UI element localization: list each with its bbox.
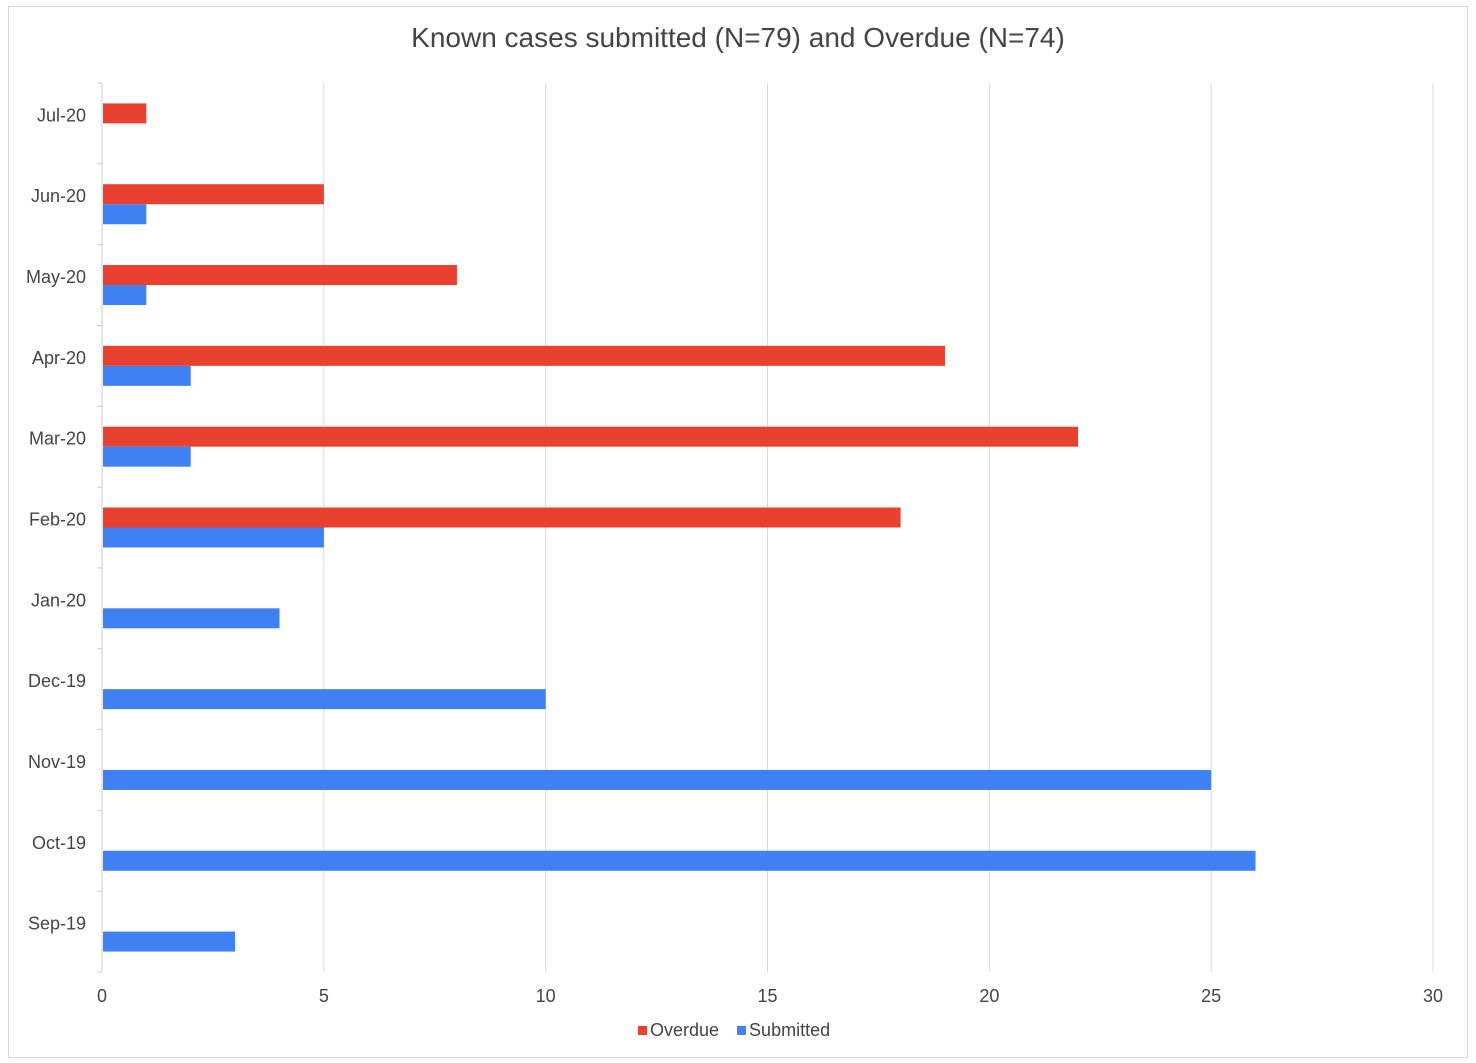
y-tick-label: Oct-19 — [32, 833, 86, 853]
y-tick-label: Sep-19 — [28, 914, 86, 934]
legend-label-submitted: Submitted — [749, 1020, 830, 1040]
y-tick-label: Jul-20 — [37, 105, 86, 125]
x-axis: 0 5 10 15 20 25 30 — [97, 986, 1443, 1006]
x-tick-label: 10 — [536, 986, 556, 1006]
x-tick-label: 15 — [757, 986, 777, 1006]
x-tick-label: 20 — [979, 986, 999, 1006]
y-tick-label: Dec-19 — [28, 671, 86, 691]
y-axis: Jul-20 Jun-20 May-20 Apr-20 Mar-20 Feb-20 Jan-… — [26, 82, 103, 973]
bar-submitted-mar-20 — [103, 446, 191, 467]
bar-submitted-feb-20 — [103, 527, 324, 548]
bar-overdue-apr-20 — [103, 345, 945, 366]
y-tick-label: Jan-20 — [31, 590, 86, 610]
bar-submitted-apr-20 — [103, 365, 191, 386]
bar-submitted-oct-19 — [103, 850, 1256, 871]
bar-submitted-may-20 — [103, 285, 147, 306]
legend-label-overdue: Overdue — [650, 1020, 719, 1040]
legend-swatch-submitted — [737, 1026, 747, 1035]
bar-submitted-sep-19 — [103, 931, 236, 952]
legend: Overdue Submitted — [638, 1020, 830, 1040]
x-tick-label: 0 — [97, 986, 107, 1006]
y-tick-label: Jun-20 — [31, 186, 86, 206]
chart-title: Known cases submitted (N=79) and Overdue… — [411, 22, 1065, 53]
bar-submitted-jun-20 — [103, 204, 147, 225]
bar-overdue-mar-20 — [103, 426, 1079, 447]
legend-swatch-overdue — [638, 1026, 647, 1035]
y-tick-label: Feb-20 — [29, 510, 86, 530]
x-tick-label: 25 — [1201, 986, 1221, 1006]
bars — [103, 103, 1256, 952]
y-tick-label: Apr-20 — [32, 348, 86, 368]
y-tick-label: May-20 — [26, 267, 86, 287]
bar-submitted-jan-20 — [103, 608, 280, 629]
bar-overdue-may-20 — [103, 265, 457, 286]
y-tick-label: Nov-19 — [28, 752, 86, 772]
bar-overdue-jul-20 — [103, 103, 147, 124]
bar-submitted-dec-19 — [103, 689, 546, 710]
x-tick-label: 30 — [1423, 986, 1443, 1006]
bar-overdue-jun-20 — [103, 184, 324, 205]
bar-overdue-feb-20 — [103, 507, 901, 528]
y-tick-label: Mar-20 — [29, 429, 86, 449]
x-tick-label: 5 — [319, 986, 329, 1006]
bar-submitted-nov-19 — [103, 769, 1212, 790]
